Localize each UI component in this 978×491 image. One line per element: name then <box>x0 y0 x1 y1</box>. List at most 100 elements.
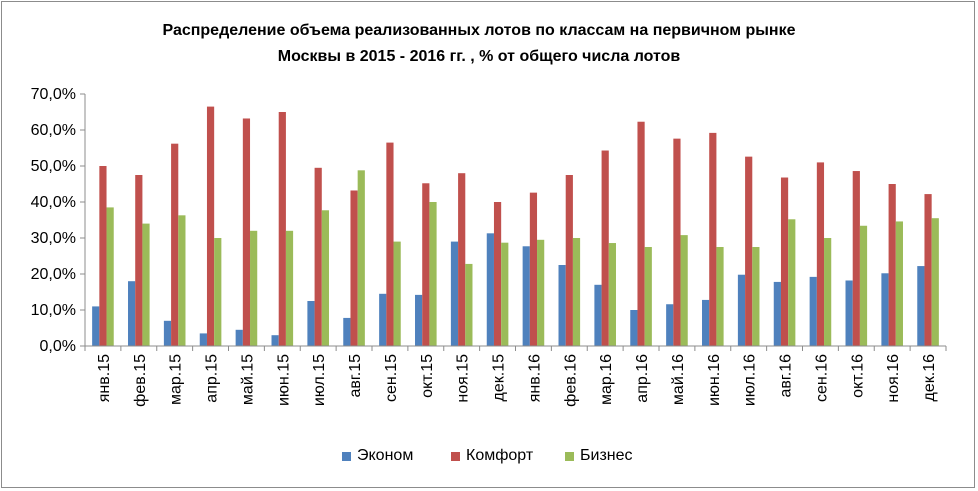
bar-economy <box>773 281 781 346</box>
bar-comfort <box>780 177 789 346</box>
bar-economy <box>737 274 746 346</box>
bar-economy <box>450 241 459 346</box>
bar-economy <box>594 284 602 346</box>
bar-comfort <box>888 184 896 346</box>
bar-comfort <box>709 132 717 346</box>
bar-comfort <box>458 173 466 346</box>
legend-swatch-business <box>565 451 574 461</box>
bar-comfort <box>529 192 538 346</box>
bar-business <box>752 247 760 346</box>
x-tick-label: дек.15 <box>491 354 508 402</box>
x-tick-label: сен.15 <box>383 354 400 402</box>
bar-comfort <box>171 143 179 346</box>
x-tick-label: янв.16 <box>526 354 543 402</box>
bar-business <box>716 247 724 346</box>
bar-business <box>644 247 652 346</box>
bar-economy <box>702 299 710 346</box>
x-tick-label: ноя.16 <box>885 354 902 403</box>
legend-swatch-economy <box>342 451 351 461</box>
x-tick-label: фев.15 <box>132 354 149 407</box>
bar-business <box>321 210 329 346</box>
bar-economy <box>128 281 136 346</box>
legend-label-business: Бизнес <box>580 447 633 464</box>
bar-comfort <box>673 138 681 346</box>
x-tick-label: май.16 <box>670 354 687 405</box>
bar-economy <box>881 273 889 346</box>
bar-economy <box>235 329 243 346</box>
y-tick-label: 30,0% <box>31 230 76 247</box>
bar-comfort <box>637 121 645 346</box>
bar-comfort <box>278 112 286 346</box>
bar-economy <box>271 335 279 346</box>
bar-comfort <box>386 142 394 346</box>
bar-economy <box>522 246 530 346</box>
x-tick-label: мар.15 <box>168 354 185 405</box>
x-tick-label: июл.16 <box>742 354 759 406</box>
bar-economy <box>630 310 638 346</box>
bar-economy <box>199 333 207 346</box>
bar-business <box>357 170 365 346</box>
x-tick-label: дек.16 <box>921 354 938 402</box>
y-tick-label: 50,0% <box>31 158 76 175</box>
bar-comfort <box>493 202 502 346</box>
bar-business <box>214 238 222 346</box>
bar-comfort <box>350 190 358 346</box>
bar-business <box>285 230 294 346</box>
y-tick-label: 40,0% <box>31 194 76 211</box>
x-tick-label: ноя.15 <box>455 354 472 403</box>
x-tick-label: июн.16 <box>706 354 723 406</box>
x-tick-label: янв.15 <box>96 354 113 402</box>
chart-title-line-1: Распределение объема реализованных лотов… <box>162 22 796 39</box>
legend-item-economy: Эконом <box>342 445 413 467</box>
bar-business <box>608 243 616 346</box>
legend-swatch-comfort <box>451 451 460 461</box>
bar-economy <box>415 294 423 346</box>
bar-comfort <box>206 106 215 346</box>
bar-business <box>680 235 688 346</box>
bar-comfort <box>314 167 322 346</box>
bar-economy <box>307 301 315 346</box>
bar-business <box>572 238 581 346</box>
bar-comfort <box>99 166 107 346</box>
bar-business <box>788 219 796 346</box>
chart-title-line-2: Москвы в 2015 - 2016 гг. , % от общего ч… <box>277 48 681 65</box>
bar-comfort <box>242 118 251 346</box>
bar-economy <box>809 276 817 346</box>
bar-business <box>824 238 832 346</box>
bar-economy <box>92 306 100 346</box>
bar-comfort <box>924 194 932 346</box>
bar-economy <box>558 265 566 346</box>
bar-business <box>429 202 437 346</box>
bar-business <box>393 241 401 346</box>
bar-comfort <box>745 156 753 346</box>
bar-business <box>106 207 114 346</box>
bar-business <box>501 242 509 346</box>
x-tick-label: июл.15 <box>311 354 328 406</box>
x-tick-label: авг.16 <box>778 354 795 398</box>
bar-business <box>859 225 868 346</box>
bar-economy <box>917 266 925 346</box>
bar-economy <box>379 293 387 346</box>
x-tick-label: окт.15 <box>419 354 436 398</box>
bar-comfort <box>135 175 143 346</box>
bar-comfort <box>852 171 860 346</box>
legend: Эконом Комфорт Бизнес <box>0 445 978 467</box>
bar-business <box>931 218 939 346</box>
bar-economy <box>666 304 674 346</box>
bar-business <box>895 221 903 346</box>
chart-title: Распределение объема реализованных лотов… <box>0 18 958 70</box>
bar-comfort <box>601 150 609 346</box>
bar-business <box>465 263 473 346</box>
bar-comfort <box>816 162 825 346</box>
y-tick-label: 20,0% <box>31 266 76 283</box>
y-tick-label: 70,0% <box>31 86 76 103</box>
y-tick-label: 0,0% <box>40 338 76 355</box>
bar-business <box>537 239 545 346</box>
y-tick-label: 60,0% <box>31 122 76 139</box>
x-tick-label: авг.15 <box>347 354 364 398</box>
x-tick-label: апр.16 <box>634 354 651 403</box>
legend-item-business: Бизнес <box>565 445 633 467</box>
x-tick-label: фев.16 <box>562 354 579 407</box>
y-tick-label: 10,0% <box>31 302 76 319</box>
